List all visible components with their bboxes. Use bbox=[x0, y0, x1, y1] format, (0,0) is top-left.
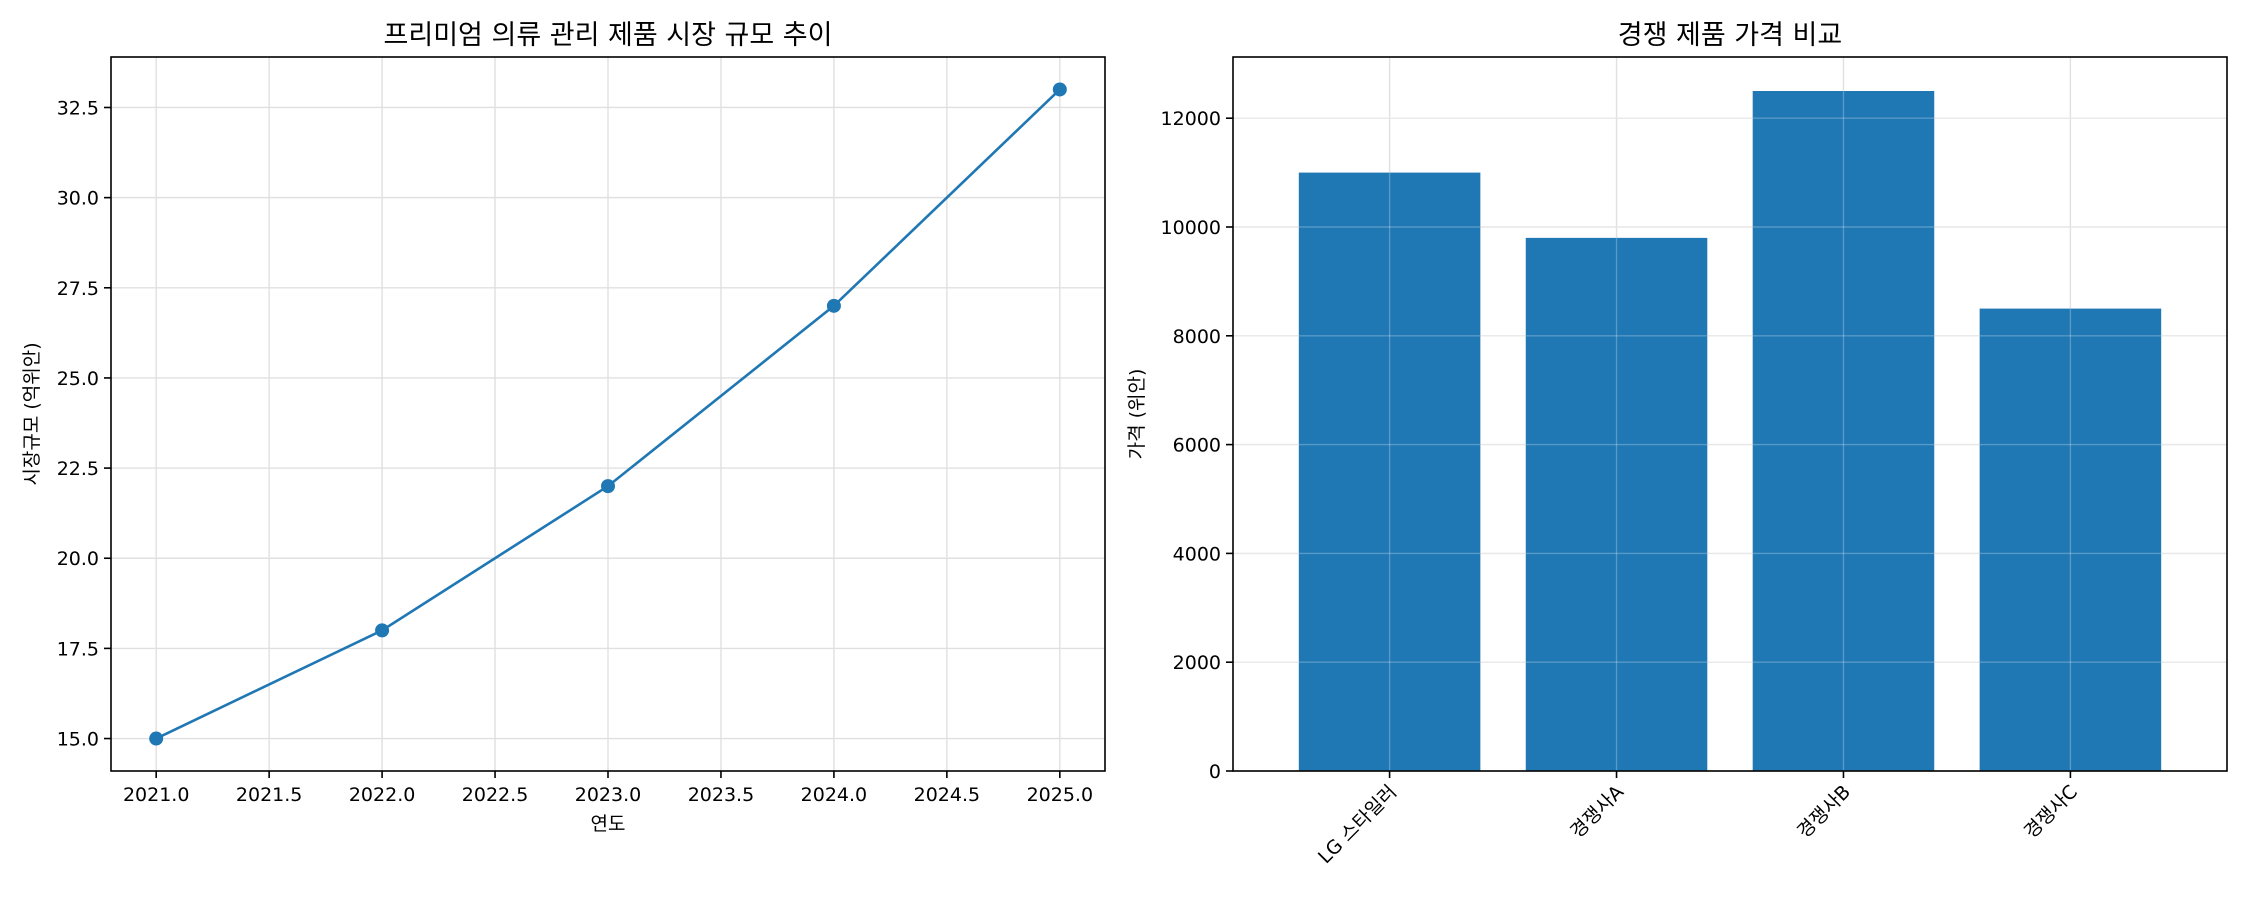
grid bbox=[111, 57, 1105, 771]
x-tick-label: 경쟁사C bbox=[2020, 781, 2082, 843]
x-tick-label: 경쟁사A bbox=[1566, 781, 1628, 843]
y-tick-label: 30.0 bbox=[57, 188, 99, 210]
y-tick-label: 22.5 bbox=[57, 458, 99, 480]
y-tick-label: 25.0 bbox=[57, 368, 99, 390]
x-tick-label: 2021.0 bbox=[123, 784, 189, 806]
x-tick-label: 경쟁사B bbox=[1793, 781, 1855, 843]
plot-frame bbox=[110, 56, 1106, 772]
y-axis-ticks: 0 2000 4000 6000 8000 10000 12000 bbox=[1161, 108, 1233, 783]
x-axis-ticks: 2021.0 2021.5 2022.0 2022.5 2023.0 2023.5 2024… bbox=[123, 771, 1093, 806]
y-tick-label: 2000 bbox=[1173, 652, 1221, 674]
x-tick-label: LG 스타일러 bbox=[1314, 781, 1401, 868]
x-tick-label: 2025.0 bbox=[1027, 784, 1093, 806]
price-comparison-bar-chart: 경쟁 제품 가격 비교 LG 스타일러 경쟁사A 경쟁사B 경쟁사C 0 2000 400… bbox=[1126, 20, 2228, 868]
bar bbox=[1298, 172, 1481, 772]
y-tick-label: 0 bbox=[1209, 761, 1221, 783]
x-tick-label: 2023.5 bbox=[688, 784, 754, 806]
bar bbox=[1525, 237, 1708, 771]
x-tick-label: 2024.5 bbox=[914, 784, 980, 806]
x-tick-label: 2021.5 bbox=[236, 784, 302, 806]
data-point bbox=[375, 623, 390, 638]
y-tick-label: 4000 bbox=[1173, 543, 1221, 565]
plot-frame bbox=[1232, 56, 2228, 772]
x-tick-label: 2022.5 bbox=[462, 784, 528, 806]
y-tick-label: 8000 bbox=[1173, 326, 1221, 348]
bars bbox=[1298, 91, 2162, 772]
series-market-size bbox=[149, 82, 1067, 746]
x-tick-label: 2022.0 bbox=[349, 784, 415, 806]
x-tick-label: 2023.0 bbox=[575, 784, 641, 806]
data-point bbox=[826, 298, 841, 313]
y-tick-label: 6000 bbox=[1173, 435, 1221, 457]
data-point bbox=[149, 731, 164, 746]
chart-title: 프리미엄 의류 관리 제품 시장 규모 추이 bbox=[384, 20, 833, 51]
market-size-line-chart: 프리미엄 의류 관리 제품 시장 규모 추이 2021.0 2021.5 2022.… bbox=[21, 20, 1106, 835]
y-tick-label: 10000 bbox=[1161, 217, 1221, 239]
x-axis-ticks: LG 스타일러 경쟁사A 경쟁사B 경쟁사C bbox=[1314, 771, 2082, 868]
data-point bbox=[1052, 82, 1067, 97]
y-axis-ticks: 15.0 17.5 20.0 22.5 25.0 27.5 30.0 32.5 bbox=[57, 97, 111, 751]
chart-title: 경쟁 제품 가격 비교 bbox=[1618, 20, 1842, 51]
x-axis-label: 연도 bbox=[591, 813, 626, 835]
y-tick-label: 12000 bbox=[1161, 108, 1221, 130]
y-tick-label: 27.5 bbox=[57, 278, 99, 300]
y-tick-label: 32.5 bbox=[57, 97, 99, 119]
y-tick-label: 20.0 bbox=[57, 548, 99, 570]
bar bbox=[1752, 91, 1935, 771]
x-tick-label: 2024.0 bbox=[801, 784, 867, 806]
y-axis-label: 시장규모 (억위안) bbox=[21, 342, 43, 485]
bar bbox=[1979, 308, 2162, 771]
y-tick-label: 17.5 bbox=[57, 638, 99, 660]
y-axis-label: 가격 (위안) bbox=[1126, 369, 1148, 460]
y-tick-label: 15.0 bbox=[57, 729, 99, 751]
data-point bbox=[601, 479, 615, 494]
